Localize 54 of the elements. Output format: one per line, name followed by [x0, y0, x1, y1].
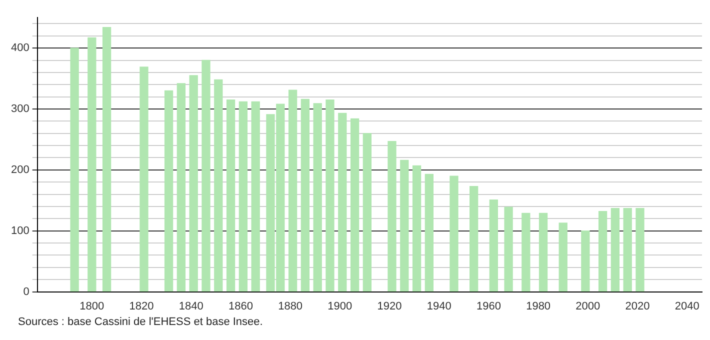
x-tick-label: 1960: [476, 300, 501, 312]
x-tick-label: 1900: [328, 300, 352, 312]
bar: [238, 101, 248, 292]
bar: [610, 208, 620, 292]
bar: [350, 118, 360, 292]
y-tick-label: 200: [10, 164, 30, 176]
bar: [598, 211, 608, 292]
bar: [522, 212, 530, 292]
bar: [388, 140, 396, 292]
bar: [470, 186, 478, 292]
x-tick-label: 1820: [129, 300, 154, 312]
bar: [202, 60, 210, 292]
y-tick-label: 300: [10, 103, 30, 116]
bar: [102, 27, 112, 292]
x-tick-label: 1840: [178, 300, 204, 312]
bar: [504, 206, 513, 292]
x-tick-label: 2000: [576, 300, 600, 312]
bar: [176, 83, 186, 292]
bar: [214, 79, 223, 292]
bar: [164, 90, 174, 292]
x-tick-label: 1880: [278, 300, 303, 312]
bar: [400, 160, 409, 292]
bar: [558, 222, 568, 292]
source-note: Sources : base Cassini de l'EHESS et base Insee.: [18, 316, 264, 328]
bar: [313, 103, 322, 292]
y-tick-label: 0: [23, 286, 30, 298]
bar: [338, 112, 347, 292]
bar: [88, 37, 96, 292]
bar: [489, 199, 498, 292]
x-tick-label: 2040: [674, 300, 700, 312]
bar: [251, 101, 260, 292]
x-tick-label: 2020: [625, 300, 650, 312]
bar: [636, 208, 644, 292]
bar: [70, 48, 79, 292]
y-tick-label: 400: [10, 42, 30, 54]
bar: [362, 133, 372, 292]
x-tick-label: 1980: [526, 300, 551, 312]
bar: [623, 208, 632, 292]
bar: [326, 100, 334, 292]
bar: [288, 90, 298, 292]
bar: [424, 174, 434, 292]
bar: [189, 75, 198, 292]
x-tick-label: 1920: [377, 300, 402, 312]
x-tick-label: 1860: [228, 300, 253, 312]
bar: [581, 230, 590, 292]
bar: [300, 98, 310, 292]
y-tick-label: 100: [10, 224, 30, 237]
bar: [450, 176, 458, 292]
bar: [412, 165, 422, 292]
x-tick-label: 1800: [80, 300, 104, 312]
bar: [538, 212, 548, 292]
bar: [226, 100, 236, 292]
bar: [140, 66, 148, 292]
x-tick-label: 1940: [426, 300, 452, 312]
